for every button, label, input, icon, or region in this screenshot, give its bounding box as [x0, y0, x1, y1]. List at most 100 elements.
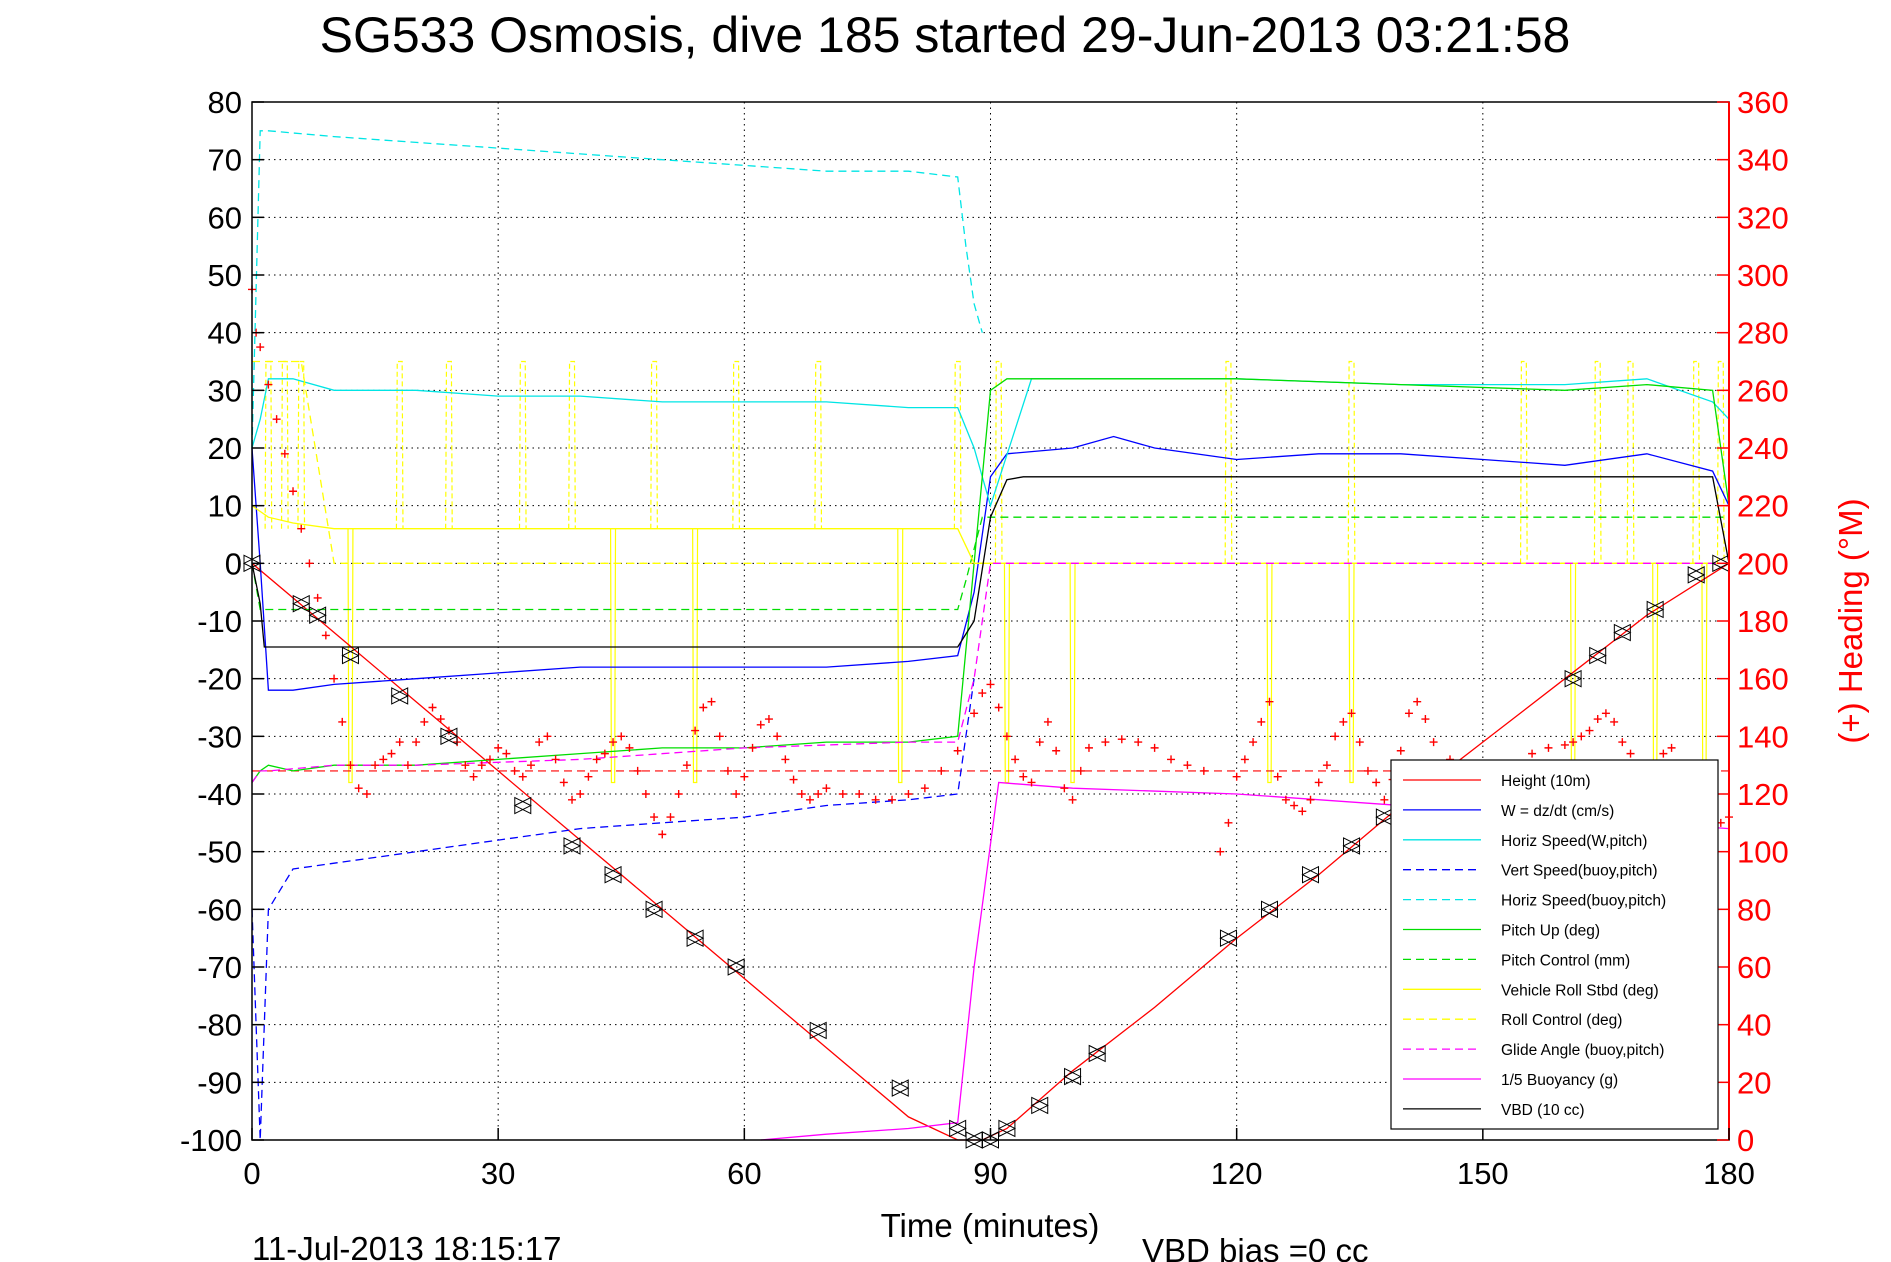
heading-marker: [1150, 743, 1159, 752]
heading-marker: [362, 790, 371, 798]
tick-label-y-right: 160: [1737, 662, 1789, 697]
tick-label-y: -70: [197, 950, 242, 985]
tick-label-y-right: 320: [1737, 200, 1789, 235]
tick-label-y: -20: [197, 662, 242, 697]
heading-marker: [715, 732, 724, 741]
height-marker: [809, 1021, 828, 1040]
roll-spike-up: [650, 360, 658, 529]
heading-marker: [551, 755, 560, 764]
heading-marker: [477, 761, 486, 770]
heading-marker: [256, 343, 265, 352]
heading-marker: [1626, 749, 1635, 758]
tick-label-y: 0: [225, 546, 242, 581]
series-line-1: [251, 435, 1730, 691]
heading-marker: [682, 761, 691, 770]
heading-marker: [576, 790, 585, 798]
x-axis-label: Time (minutes): [881, 1207, 1100, 1244]
legend-label: Vert Speed(buoy,pitch): [1501, 863, 1658, 880]
heading-marker: [1544, 743, 1553, 752]
tick-label-x: 120: [1211, 1156, 1263, 1191]
heading-marker: [1396, 746, 1405, 755]
heading-marker: [609, 738, 618, 747]
heading-marker: [321, 631, 330, 640]
series-line-3: [251, 678, 975, 1141]
series-layer: [251, 130, 1730, 1141]
roll-spike-down: [1348, 563, 1355, 784]
tick-label-x: 0: [243, 1156, 260, 1191]
heading-marker: [904, 790, 913, 798]
roll-spike-up: [732, 360, 741, 529]
roll-spike-down: [347, 528, 354, 784]
heading-marker: [1404, 709, 1413, 718]
tick-label-y-right: 240: [1737, 431, 1789, 466]
heading-marker: [838, 790, 847, 798]
height-marker: [1260, 900, 1279, 919]
heading-marker: [658, 830, 667, 839]
height-marker: [1063, 1067, 1082, 1086]
height-marker: [1687, 566, 1706, 584]
heading-marker: [518, 772, 527, 781]
heading-marker: [1183, 761, 1192, 770]
legend-label: VBD (10 cc): [1501, 1102, 1585, 1119]
y-axis-right: 3603403203002802602402202001801601401201…: [1717, 85, 1789, 1158]
footer-timestamp: 11-Jul-2013 18:15:17: [252, 1230, 561, 1262]
heading-marker: [1298, 807, 1307, 816]
tick-label-y: 10: [208, 489, 242, 524]
heading-marker: [371, 761, 380, 770]
heading-marker: [420, 717, 429, 726]
roll-spike-up: [280, 360, 289, 529]
heading-marker: [1372, 778, 1381, 787]
heading-marker: [297, 524, 306, 533]
heading-marker: [1224, 818, 1233, 827]
series-line-7: [251, 505, 1729, 564]
legend-label: Height (10m): [1501, 773, 1591, 790]
heading-marker: [986, 680, 995, 689]
heading-marker: [937, 766, 946, 775]
tick-label-y-right: 60: [1737, 950, 1771, 985]
tick-label-y-right: 140: [1737, 719, 1789, 754]
series-line-4: [251, 130, 983, 449]
heading-marker: [994, 703, 1003, 712]
tick-label-x: 30: [481, 1156, 515, 1191]
heading-marker: [625, 743, 634, 752]
roll-spike-down: [1652, 563, 1659, 784]
heading-marker: [617, 732, 626, 741]
heading-marker: [1347, 709, 1356, 718]
heading-marker: [330, 674, 339, 683]
tick-label-x: 150: [1457, 1156, 1509, 1191]
tick-label-y-right: 200: [1737, 546, 1789, 581]
heading-marker: [1331, 732, 1340, 741]
roll-spike-up: [1716, 360, 1725, 564]
heading-marker: [1290, 801, 1299, 810]
tick-label-y: 50: [208, 258, 242, 293]
height-marker: [891, 1079, 910, 1097]
marker-layer: [242, 285, 1733, 1149]
tick-label-y-right: 360: [1737, 85, 1789, 120]
heading-marker: [1380, 795, 1389, 804]
tick-label-y-right: 340: [1737, 143, 1789, 178]
heading-marker: [395, 738, 404, 747]
height-marker: [1301, 865, 1320, 884]
heading-marker: [584, 772, 593, 781]
heading-marker: [641, 790, 650, 798]
tick-label-y: -30: [197, 719, 242, 754]
heading-marker: [1273, 772, 1282, 781]
roll-spike-up: [518, 360, 527, 529]
heading-marker: [469, 772, 478, 781]
roll-spike-up: [445, 360, 453, 529]
legend-label: Roll Control (deg): [1501, 1012, 1622, 1029]
heading-marker: [781, 755, 790, 764]
tick-label-y-right: 100: [1737, 835, 1789, 870]
heading-marker: [1019, 772, 1028, 781]
legend-label: Pitch Control (mm): [1501, 952, 1630, 969]
heading-marker: [387, 749, 396, 758]
heading-marker: [264, 380, 273, 389]
heading-marker: [1076, 766, 1085, 775]
height-marker: [603, 865, 623, 884]
heading-marker: [1068, 795, 1077, 804]
heading-marker: [1060, 784, 1069, 793]
heading-marker: [1593, 715, 1602, 724]
tick-label-y-right: 280: [1737, 316, 1789, 351]
heading-marker: [748, 743, 757, 752]
